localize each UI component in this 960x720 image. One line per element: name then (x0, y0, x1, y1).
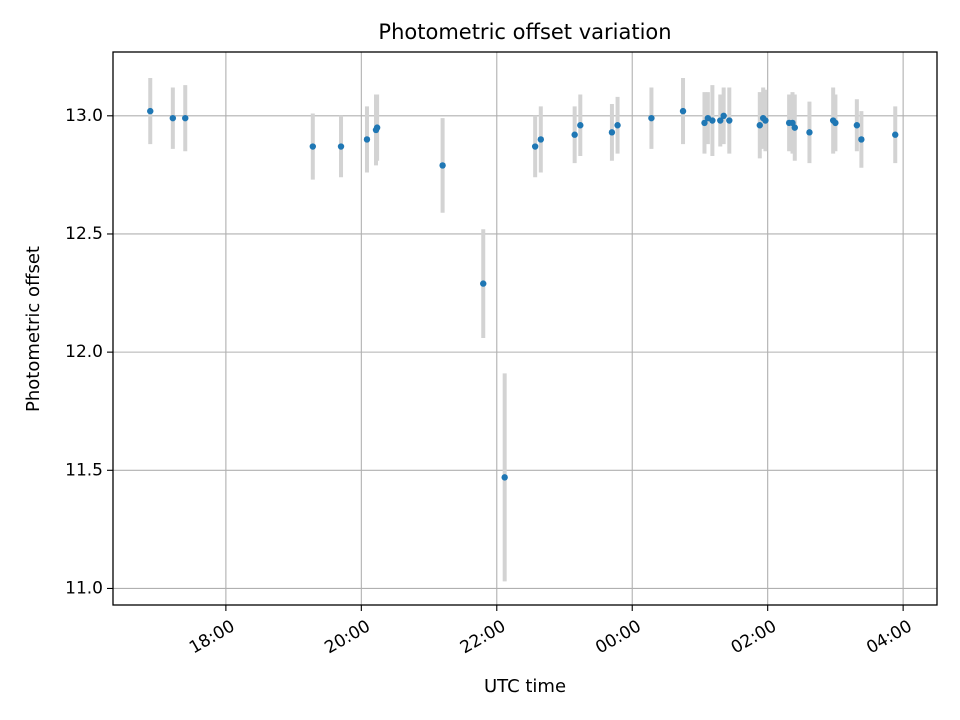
y-axis-label: Photometric offset (23, 246, 44, 412)
data-point (858, 136, 865, 143)
data-point (679, 107, 687, 115)
y-tick-label: 11.0 (65, 578, 103, 598)
data-point (501, 474, 508, 481)
data-point (853, 122, 861, 129)
data-point (720, 112, 727, 120)
x-axis-label: UTC time (484, 676, 566, 697)
data-point (614, 122, 621, 129)
data-point (337, 143, 345, 150)
chart-title: Photometric offset variation (378, 20, 671, 44)
data-point (439, 162, 446, 169)
data-point (577, 122, 584, 129)
data-point (892, 131, 899, 138)
plot-frame (112, 51, 938, 606)
data-point (182, 114, 189, 122)
y-tick-label: 11.5 (65, 460, 103, 480)
data-point (309, 143, 316, 150)
data-point (363, 136, 371, 143)
data-point (791, 124, 798, 131)
y-tick-label: 12.5 (65, 224, 103, 244)
point-layer (147, 107, 899, 481)
data-point (169, 114, 177, 122)
y-tick-label: 13.0 (65, 106, 103, 126)
data-point (531, 143, 539, 150)
data-point (756, 122, 763, 129)
data-point (806, 129, 813, 136)
data-point (571, 131, 578, 138)
data-point (701, 119, 708, 127)
data-point (726, 117, 733, 124)
y-tick-label: 12.0 (65, 342, 103, 362)
data-point (373, 124, 381, 131)
data-point (147, 107, 154, 115)
data-point (832, 119, 839, 127)
data-point (717, 117, 724, 124)
data-point (648, 114, 655, 122)
data-point (608, 129, 616, 136)
grid-layer (113, 52, 937, 605)
data-point (709, 117, 716, 124)
data-point (762, 117, 769, 124)
data-point (537, 136, 545, 143)
data-point (480, 280, 487, 287)
